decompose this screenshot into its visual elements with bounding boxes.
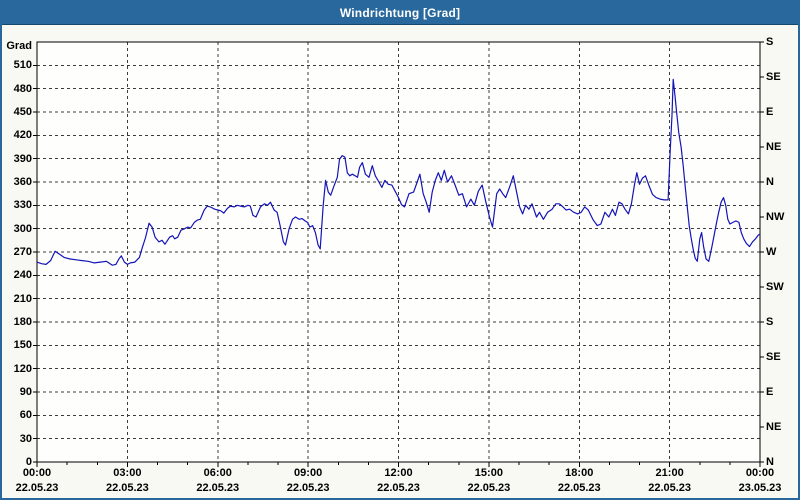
x-axis-time-label: 00:00 bbox=[745, 467, 775, 479]
x-axis-date-label: 22.05.23 bbox=[105, 482, 149, 494]
y-axis-tick-label: 420 bbox=[13, 129, 32, 142]
y-axis-tick-label: 240 bbox=[13, 269, 32, 282]
y-axis-tick-label: 270 bbox=[13, 246, 32, 258]
right-axis-tick-label: NW bbox=[766, 211, 785, 223]
x-axis-time-label: 18:00 bbox=[565, 467, 594, 479]
x-axis-time-label: 03:00 bbox=[113, 467, 142, 479]
right-axis-tick-label: E bbox=[766, 386, 774, 398]
right-axis-tick-label: S bbox=[766, 316, 774, 328]
x-axis-time-label: 15:00 bbox=[474, 467, 503, 479]
y-axis-tick-label: 60 bbox=[19, 409, 32, 422]
y-axis-tick-label: 120 bbox=[13, 362, 32, 375]
plot-frame bbox=[36, 41, 761, 463]
y-axis-tick-label: 360 bbox=[13, 176, 32, 188]
y-axis-tick-label: 450 bbox=[13, 106, 32, 118]
y-axis-tick-label: 150 bbox=[13, 339, 32, 352]
x-axis-date-label: 22.05.23 bbox=[286, 482, 330, 494]
x-axis-date-label: 22.05.23 bbox=[196, 482, 240, 494]
y-axis-tick-label: 510 bbox=[13, 59, 32, 72]
x-axis-time-label: 21:00 bbox=[655, 467, 684, 479]
y-axis-unit-label: Grad bbox=[6, 40, 32, 52]
window-titlebar: Windrichtung [Grad] bbox=[2, 2, 798, 25]
y-axis-tick-label: 300 bbox=[13, 222, 32, 235]
x-axis-date-label: 22.05.23 bbox=[15, 482, 59, 494]
x-axis-date-label: 22.05.23 bbox=[557, 482, 601, 494]
y-axis-tick-label: 0 bbox=[25, 456, 32, 468]
right-axis-tick-label: NE bbox=[766, 141, 782, 153]
right-axis-tick-label: SE bbox=[766, 351, 781, 363]
right-axis-tick-label: W bbox=[766, 246, 777, 258]
y-axis-tick-label: 180 bbox=[13, 316, 32, 328]
right-axis-tick-label: SE bbox=[766, 71, 781, 83]
right-axis-tick-label: SW bbox=[766, 281, 784, 293]
y-axis-tick-label: 90 bbox=[19, 386, 32, 398]
y-axis-tick-label: 480 bbox=[13, 82, 32, 95]
right-axis-tick-label: S bbox=[766, 36, 774, 48]
x-axis-time-label: 00:00 bbox=[22, 467, 52, 479]
x-axis-date-label: 22.05.23 bbox=[648, 482, 692, 494]
x-axis-time-label: 12:00 bbox=[384, 467, 413, 479]
x-axis-date-label: 23.05.23 bbox=[738, 482, 782, 494]
y-axis-tick-label: 30 bbox=[19, 432, 32, 445]
y-axis-tick-label: 390 bbox=[13, 152, 32, 165]
x-axis-date-label: 22.05.23 bbox=[467, 482, 511, 494]
y-axis-tick-label: 330 bbox=[13, 199, 32, 212]
wind-direction-series-line bbox=[36, 78, 761, 266]
x-axis-time-label: 09:00 bbox=[294, 467, 323, 479]
right-axis-tick-label: N bbox=[766, 176, 774, 188]
window-title: Windrichtung [Grad] bbox=[339, 6, 461, 20]
y-axis-tick-label: 210 bbox=[13, 292, 32, 305]
x-axis-time-label: 06:00 bbox=[203, 467, 232, 479]
right-axis-tick-label: E bbox=[766, 106, 774, 118]
right-axis-tick-label: NE bbox=[766, 421, 782, 433]
right-axis-tick-label: N bbox=[766, 456, 774, 468]
x-axis-date-label: 22.05.23 bbox=[377, 482, 420, 494]
